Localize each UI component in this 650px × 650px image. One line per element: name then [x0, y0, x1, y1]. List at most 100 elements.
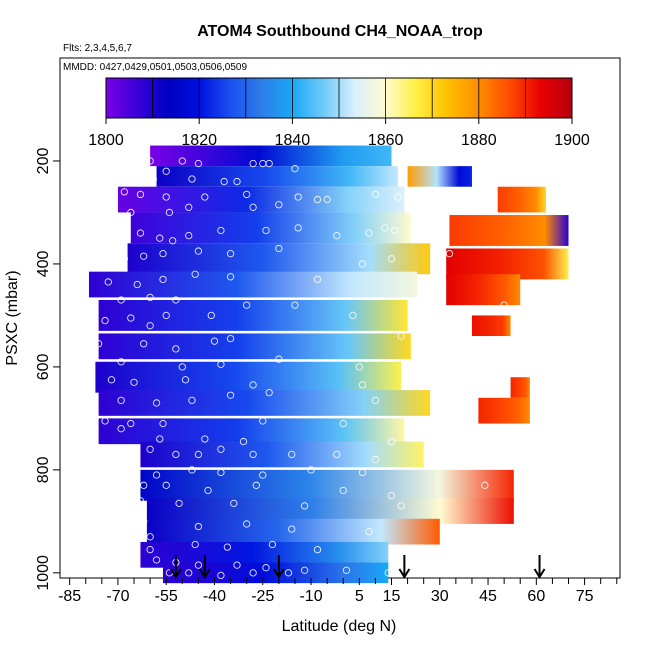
observation-point: [217, 571, 225, 580]
heatmap-band: [140, 469, 514, 501]
observation-point: [172, 296, 180, 304]
observation-point: [194, 522, 203, 531]
observation-point: [117, 358, 125, 366]
observation-point: [394, 193, 402, 201]
observation-point: [178, 157, 186, 165]
observation-point: [178, 363, 186, 371]
observation-point: [217, 445, 225, 453]
x-axis: -85 -70 -55 -40 -25 -10 5 15 30 45 60 75: [58, 578, 618, 605]
observation-point: [136, 229, 145, 237]
flight-arrows: [170, 555, 546, 579]
observation-point: [201, 193, 209, 201]
observation-point: [194, 247, 203, 255]
observation-point: [275, 201, 283, 209]
y-axis: 200 400 600 800 1000: [35, 148, 60, 591]
observation-point: [194, 561, 203, 569]
observation-point: [207, 311, 215, 320]
observation-point: [204, 486, 212, 495]
observation-point: [358, 381, 367, 389]
observation-point: [130, 378, 138, 387]
observation-point: [181, 376, 190, 384]
chart-title: ATOM4 Southbound CH4_NOAA_trop: [197, 23, 483, 40]
observation-point: [259, 417, 267, 425]
observation-point: [162, 311, 170, 320]
observation-point: [249, 159, 257, 168]
observation-point: [136, 190, 145, 199]
observation-point: [201, 435, 209, 443]
observation-point: [243, 301, 251, 309]
observation-point: [127, 314, 135, 322]
observation-point: [146, 157, 154, 165]
observation-point: [226, 391, 235, 399]
x-tick-label: 5: [355, 588, 364, 605]
observation-point: [391, 226, 399, 235]
heatmap-band: [446, 274, 521, 306]
observation-point: [284, 569, 293, 577]
flight-arrow-head: [170, 568, 182, 579]
observation-point: [481, 481, 489, 489]
observation-point: [342, 566, 351, 574]
heatmap-band: [150, 145, 392, 167]
y-axis-label: PSXC (mbar): [4, 270, 21, 365]
observation-point: [188, 466, 196, 474]
observation-point: [262, 564, 270, 572]
y-tick-label: 200: [35, 148, 52, 175]
observation-point: [249, 381, 257, 389]
observation-point: [275, 355, 283, 363]
observation-point: [107, 376, 116, 384]
observation-point: [210, 337, 219, 345]
observation-point: [194, 159, 203, 168]
observation-point: [130, 466, 138, 474]
observation-point: [159, 249, 167, 258]
observation-point: [291, 165, 299, 173]
observation-point: [133, 280, 141, 289]
observation-point: [75, 275, 83, 284]
observation-point: [300, 566, 309, 574]
observation-point: [333, 450, 341, 459]
observation-point: [233, 177, 241, 186]
colorbar: 1800 1820 1840 1860 1880 1900: [88, 77, 590, 149]
observation-point: [355, 363, 363, 371]
observation-point: [156, 234, 164, 242]
heatmap-band: [478, 397, 530, 424]
observation-point: [252, 481, 260, 489]
observation-point: [313, 275, 322, 284]
observation-point: [288, 525, 296, 533]
observation-point: [249, 203, 257, 211]
observation-point: [152, 471, 161, 479]
observation-point: [152, 556, 161, 564]
observation-point: [220, 177, 228, 186]
observation-point: [78, 389, 87, 397]
y-tick-label: 1000: [35, 555, 52, 591]
colorbar-tick-label: 1800: [88, 132, 124, 149]
observation-point: [371, 190, 380, 199]
observation-point: [140, 481, 148, 489]
observation-point: [217, 226, 225, 235]
observation-point: [249, 450, 257, 459]
observation-point: [313, 546, 322, 554]
heatmap-band: [471, 315, 511, 337]
observation-point: [365, 229, 373, 237]
x-tick-label: -25: [251, 588, 274, 605]
heatmap-band: [156, 166, 398, 187]
observation-point: [233, 561, 241, 569]
flight-arrow-head: [273, 568, 285, 579]
observation-point: [313, 195, 322, 204]
observation-point: [162, 193, 170, 201]
colorbar-frame: [105, 77, 573, 119]
observation-point: [307, 466, 315, 474]
x-tick-label: 45: [479, 588, 497, 605]
observation-point: [152, 399, 161, 407]
observation-point: [243, 190, 251, 199]
observation-point: [175, 499, 183, 507]
observation-point: [101, 417, 109, 425]
observation-point: [323, 195, 331, 204]
observation-point: [188, 175, 196, 183]
heatmap-band: [117, 186, 405, 213]
observation-point: [120, 188, 129, 196]
observation-point: [294, 224, 302, 232]
x-axis-label: Latitude (deg N): [282, 618, 397, 635]
observation-point: [165, 208, 174, 217]
dates-label: MMDD: 0427,0429,0501,0503,0506,0509: [63, 62, 247, 73]
